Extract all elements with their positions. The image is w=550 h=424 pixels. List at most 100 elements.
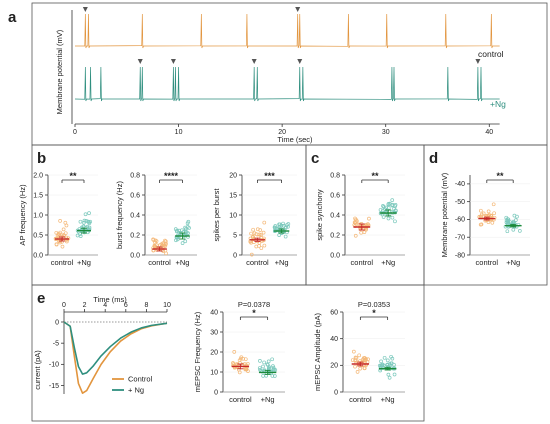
- c-spike-synchrony-point: [353, 216, 357, 221]
- b-burst-frequency-point: [159, 244, 164, 249]
- b-spikes-per-burst-point: [286, 224, 290, 229]
- e-mepsc-frequency-point: [257, 366, 262, 370]
- c-spike-synchrony-point: [390, 198, 395, 202]
- b-burst-frequency-point: [183, 228, 188, 233]
- e-mepsc-amplitude-category-label-1: +Ng: [381, 395, 395, 404]
- b-burst-frequency-ylabel: burst frequency (Hz): [115, 181, 124, 249]
- e-mepsc-amplitude-point: [379, 359, 383, 364]
- b-spikes-per-burst-ytick-label-2: 10: [229, 212, 237, 219]
- b-ap-frequency-point: [87, 221, 92, 226]
- e-mepsc-frequency-point: [232, 349, 237, 354]
- e-mepsc-amplitude-ytick-label-2: 40: [330, 336, 338, 343]
- b-spikes-per-burst-point: [273, 226, 277, 230]
- d-membrane-potential-ytick-label-2: -60: [455, 217, 465, 224]
- e-mepsc-frequency-category-label-0: control: [229, 395, 252, 404]
- b-ap-frequency-point: [61, 227, 66, 232]
- d-membrane-potential-point: [479, 208, 483, 213]
- b-spikes-per-burst-point: [272, 225, 277, 230]
- e-mepsc-frequency-point: [271, 365, 276, 370]
- c-spike-synchrony-ytick-label-0: 0.0: [330, 252, 340, 259]
- b-burst-frequency-ytick-label-0: 0.0: [130, 252, 140, 259]
- panel-a-xtick-label-4: 40: [485, 129, 493, 136]
- panel-a-xtick-label-3: 30: [382, 129, 390, 136]
- b-ap-frequency-point: [58, 219, 62, 223]
- b-ap-frequency-point: [82, 218, 87, 223]
- b-ap-frequency-ytick-label-1: 0.5: [33, 232, 43, 239]
- e-mepsc-frequency-ytick-label-1: 10: [210, 369, 218, 376]
- d-membrane-potential-ytick-label-0: -40: [455, 181, 465, 188]
- d-membrane-potential-point: [490, 220, 495, 225]
- c-spike-synchrony-point: [359, 230, 364, 235]
- e-mepsc-frequency-point: [272, 367, 277, 372]
- b-burst-frequency-category-label-1: +Ng: [175, 258, 189, 267]
- e-mepsc-amplitude-category-label-0: control: [349, 395, 372, 404]
- e-mepsc-frequency-category-label-1: +Ng: [261, 395, 275, 404]
- b-burst-frequency-significance: ****: [164, 171, 179, 181]
- ng-trace-line: [74, 66, 500, 102]
- e-mepsc-amplitude-point: [382, 355, 387, 360]
- b-ap-frequency-point: [75, 233, 80, 238]
- d-membrane-potential-ytick-label-3: -70: [455, 235, 465, 242]
- b-spikes-per-burst-point: [252, 231, 257, 236]
- b-burst-frequency-category-label-0: control: [148, 258, 171, 267]
- d-membrane-potential-point: [504, 215, 509, 220]
- e-mepsc-amplitude-ytick-label-3: 60: [330, 309, 338, 316]
- e-mepsc-frequency-point: [243, 357, 248, 362]
- e-mepsc-frequency-point: [238, 356, 243, 361]
- e1-legend-control-label: Control: [128, 375, 153, 384]
- e-mepsc-frequency-point: [261, 364, 265, 369]
- c-spike-synchrony-point: [362, 230, 367, 234]
- b-spikes-per-burst-point: [252, 240, 256, 244]
- b-spikes-per-burst-point: [249, 231, 253, 236]
- b-spikes-per-burst-point: [251, 227, 255, 232]
- b-ap-frequency-ytick-label-0: 0.0: [33, 252, 43, 259]
- e-mepsc-amplitude-ytick-label-1: 20: [330, 363, 338, 370]
- b-spikes-per-burst-ytick-label-3: 15: [229, 192, 237, 199]
- b-burst-frequency-point: [163, 244, 168, 248]
- b-burst-frequency-point: [151, 237, 155, 242]
- b-spikes-per-burst-point: [254, 244, 259, 249]
- e-mepsc-frequency-significance: *: [252, 308, 256, 318]
- b-burst-frequency-point: [177, 228, 181, 233]
- e-mepsc-frequency-point: [258, 359, 262, 363]
- e-mepsc-frequency-point: [246, 369, 250, 373]
- b-burst-frequency-point: [174, 238, 178, 243]
- panel-e-letter: e: [37, 290, 45, 307]
- b-spikes-per-burst-ytick-label-1: 5: [233, 232, 237, 239]
- b-spikes-per-burst-point: [277, 233, 281, 237]
- e-mepsc-amplitude-point: [386, 372, 391, 377]
- b-ap-frequency-point: [56, 231, 61, 236]
- e-mepsc-amplitude-point: [392, 372, 397, 377]
- e-mepsc-amplitude-significance: *: [372, 308, 376, 318]
- b-spikes-per-burst-category-label-1: +Ng: [275, 258, 289, 267]
- b-ap-frequency-category-label-0: control: [51, 258, 74, 267]
- d-membrane-potential-point: [486, 220, 491, 224]
- b-spikes-per-burst-point: [281, 223, 286, 228]
- e1-ytick-label-1: -5: [53, 340, 59, 347]
- b-spikes-per-burst-point: [257, 241, 262, 245]
- c-spike-synchrony-point: [381, 215, 386, 219]
- b-spikes-per-burst-ytick-label-0: 0: [233, 252, 237, 259]
- b-spikes-per-burst-point: [277, 222, 282, 227]
- c-spike-synchrony-point: [355, 219, 359, 223]
- b-spikes-per-burst-point: [251, 235, 255, 239]
- c-spike-synchrony-ytick-label-1: 0.2: [330, 232, 340, 239]
- c-spike-synchrony-point: [380, 208, 385, 213]
- d-membrane-potential-category-label-1: +Ng: [506, 258, 520, 267]
- d-membrane-potential-point: [491, 202, 496, 207]
- trace-ng-label: +Ng: [490, 99, 506, 109]
- e-mepsc-amplitude-point: [358, 366, 363, 371]
- c-spike-synchrony-point: [393, 219, 397, 224]
- panel-e-frame: [31, 284, 425, 422]
- b-burst-frequency-point: [186, 219, 191, 224]
- c-spike-synchrony-category-label-1: +Ng: [381, 258, 395, 267]
- b-spikes-per-burst-point: [283, 234, 288, 239]
- c-spike-synchrony-point: [381, 204, 385, 208]
- b-burst-frequency-ytick-label-2: 0.4: [130, 212, 140, 219]
- e-mepsc-amplitude-point: [385, 358, 390, 363]
- e1-time-tick-label-3: 6: [124, 302, 128, 309]
- b-spikes-per-burst-point: [262, 220, 267, 225]
- e1-control-line: [63, 321, 168, 394]
- c-spike-synchrony-point: [354, 220, 358, 224]
